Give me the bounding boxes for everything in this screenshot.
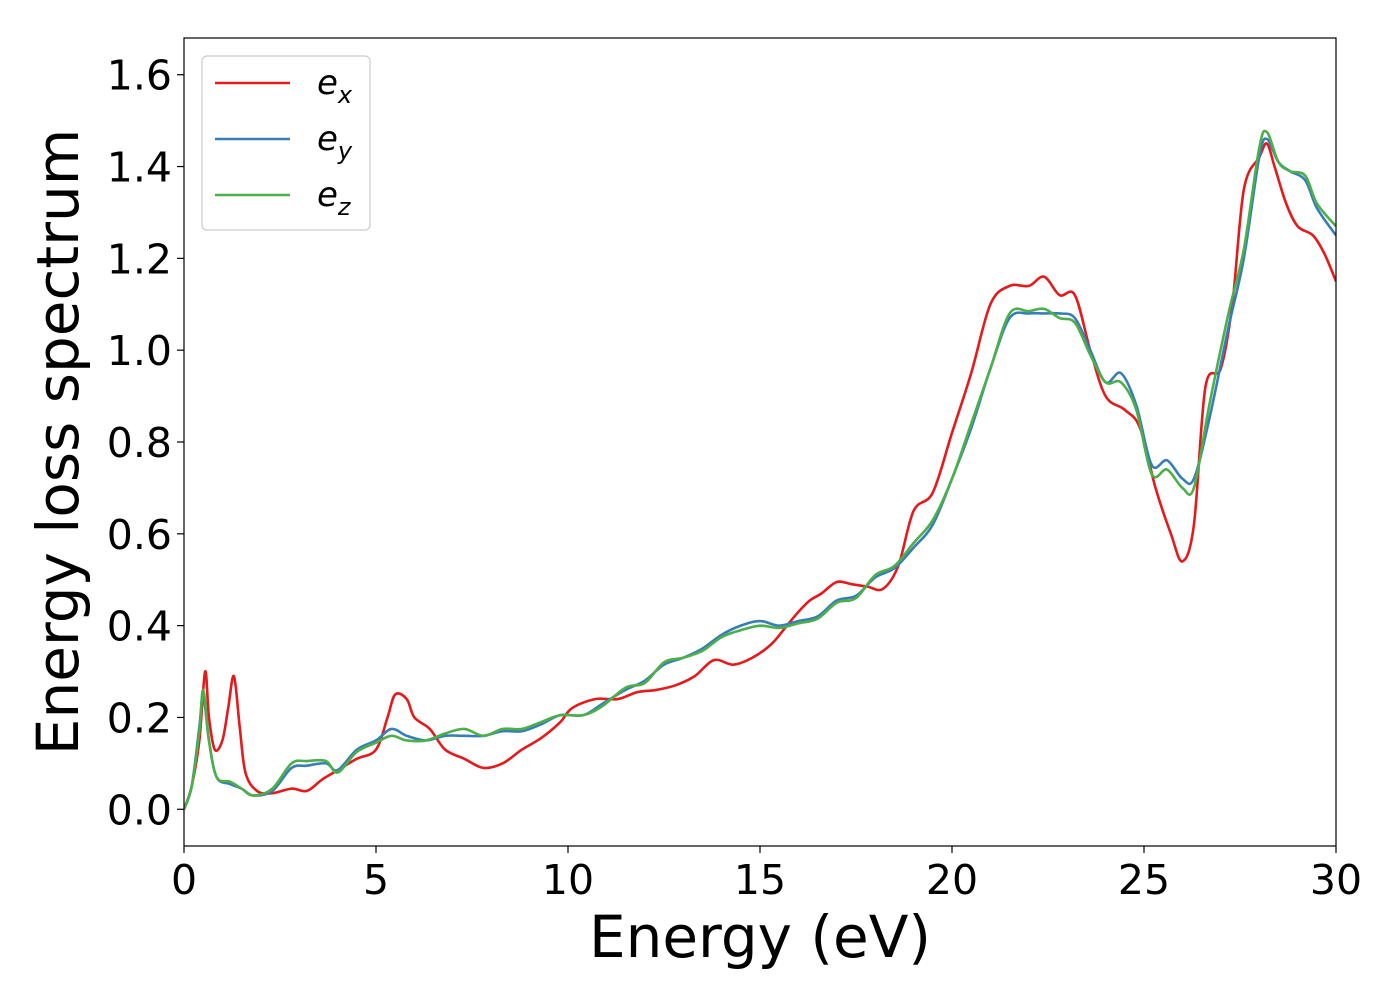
legend-label-subscript: y xyxy=(337,137,353,165)
y-tick-label: 1.2 xyxy=(107,235,172,283)
y-tick-label: 1.4 xyxy=(107,144,172,192)
series-line-y xyxy=(184,137,1336,810)
legend-label-z: ez xyxy=(317,175,352,221)
legend-label-base: e xyxy=(317,175,338,215)
y-tick-label: 1.0 xyxy=(107,327,172,375)
series-line-x xyxy=(184,142,1336,810)
x-tick-label: 15 xyxy=(734,856,786,904)
legend-label-y: ey xyxy=(317,119,353,165)
y-tick-label: 0.0 xyxy=(107,786,172,834)
series-line-z xyxy=(184,129,1336,810)
legend-label-base: e xyxy=(317,119,338,159)
y-tick-label: 0.4 xyxy=(107,603,172,651)
y-axis-label: Energy loss spectrum xyxy=(24,129,92,755)
y-tick-label: 0.8 xyxy=(107,419,172,467)
y-tick-label: 1.6 xyxy=(107,52,172,100)
x-tick-label: 25 xyxy=(1118,856,1170,904)
series-layer xyxy=(184,129,1336,810)
legend-box xyxy=(201,55,371,231)
x-tick-label: 20 xyxy=(926,856,978,904)
x-tick-label: 5 xyxy=(363,856,389,904)
legend-label-subscript: x xyxy=(337,81,353,109)
legend-label-x: ex xyxy=(317,63,353,109)
y-axis-ticks: 0.0 0.2 0.4 0.6 0.8 1.0 1.2 1.4 1.6 xyxy=(107,52,184,834)
x-tick-label: 30 xyxy=(1310,856,1362,904)
y-tick-label: 0.2 xyxy=(107,694,172,742)
y-tick-label: 0.6 xyxy=(107,511,172,559)
x-axis-label: Energy (eV) xyxy=(589,903,931,971)
x-axis-ticks: 0 5 10 15 20 25 30 xyxy=(171,846,1362,904)
x-tick-label: 0 xyxy=(171,856,197,904)
legend-label-base: e xyxy=(317,63,338,103)
legend-label-subscript: z xyxy=(337,193,352,221)
x-tick-label: 10 xyxy=(542,856,594,904)
